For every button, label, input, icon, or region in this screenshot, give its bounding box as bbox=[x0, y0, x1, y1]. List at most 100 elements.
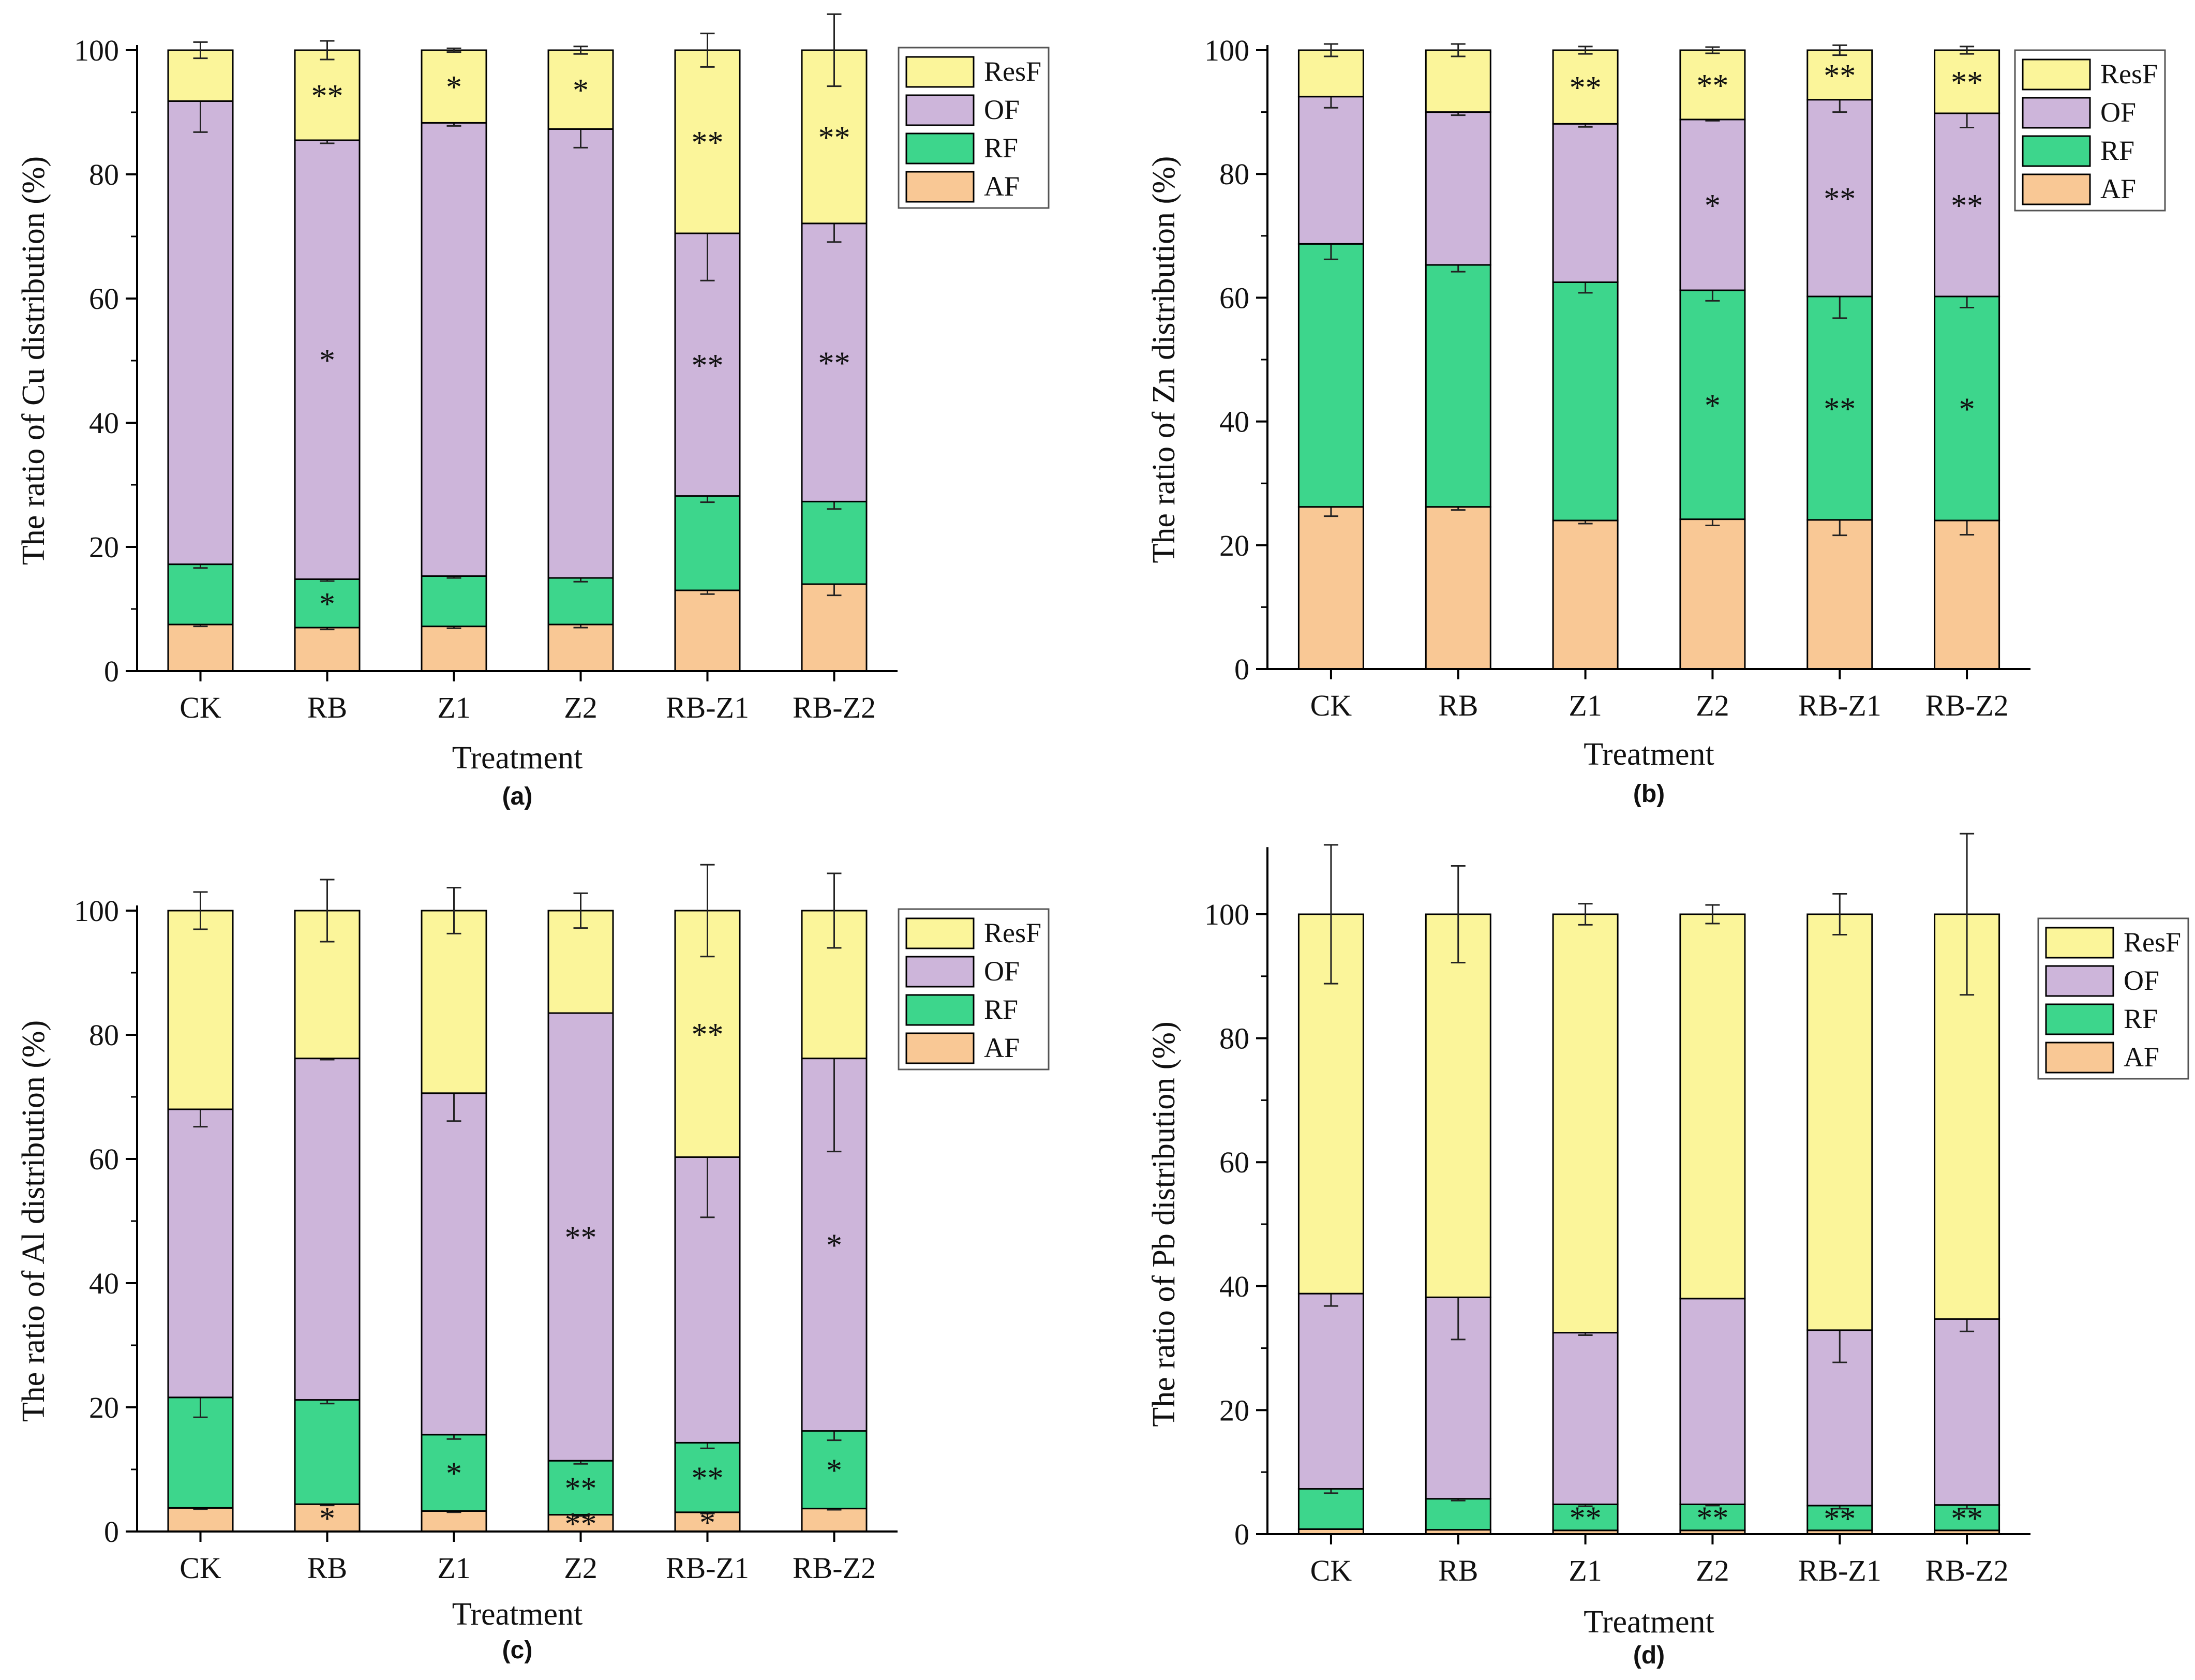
y-tick-label: 80 bbox=[1219, 1022, 1249, 1055]
panel-label: (c) bbox=[502, 1637, 533, 1664]
legend-label-resf: ResF bbox=[984, 56, 1041, 87]
y-tick-label: 60 bbox=[89, 282, 119, 316]
legend-swatch-af bbox=[2045, 1042, 2114, 1074]
significance-mark: * bbox=[319, 343, 335, 378]
significance-mark: ** bbox=[1570, 1501, 1602, 1536]
bar-of-z2 bbox=[547, 1012, 614, 1462]
bar-of-z1 bbox=[1552, 123, 1619, 283]
x-tick-label: CK bbox=[1310, 1554, 1352, 1587]
bar-of-ck bbox=[1297, 1292, 1364, 1490]
bar-rf-z2 bbox=[547, 1460, 614, 1516]
x-tick-label: Z2 bbox=[1696, 1554, 1729, 1587]
bar-af-rb bbox=[294, 627, 361, 672]
significance-mark: * bbox=[1705, 388, 1721, 423]
bar-af-ck bbox=[167, 623, 234, 672]
y-tick-label: 60 bbox=[1219, 281, 1249, 315]
x-tick-label: RB bbox=[307, 691, 347, 724]
bar-af-rb-z1 bbox=[674, 1511, 741, 1533]
y-tick-label: 80 bbox=[89, 158, 119, 191]
bar-of-z1 bbox=[421, 1092, 487, 1436]
y-tick-label: 0 bbox=[1234, 652, 1249, 686]
y-tick-label: 20 bbox=[89, 530, 119, 564]
x-tick-label: RB bbox=[307, 1551, 347, 1585]
bar-rf-rb-z1 bbox=[674, 1441, 741, 1513]
significance-mark: ** bbox=[1570, 70, 1602, 106]
significance-mark: * bbox=[1705, 188, 1721, 224]
bar-rf-z2 bbox=[1679, 1503, 1746, 1532]
legend-swatch-resf bbox=[905, 917, 975, 949]
panel-label: (a) bbox=[502, 783, 533, 810]
significance-mark: ** bbox=[1951, 1501, 1983, 1536]
bar-rf-rb bbox=[1425, 1498, 1491, 1531]
x-tick-label: RB-Z2 bbox=[1925, 689, 2009, 722]
significance-mark: * bbox=[319, 587, 335, 622]
bar-of-z2 bbox=[1679, 118, 1746, 291]
x-tick-label: Z2 bbox=[564, 691, 597, 724]
panel-label: (d) bbox=[1633, 1642, 1665, 1669]
x-tick-label: RB-Z2 bbox=[793, 691, 876, 724]
significance-mark: ** bbox=[1824, 182, 1856, 217]
significance-mark: * bbox=[826, 1228, 842, 1263]
legend-swatch-of bbox=[905, 956, 975, 988]
panel-d-pb: ** ** ** ** 0 20 40 60 80 100 CK RB Z1 Z2 RB-Z1 RB-Z2 Tr… bbox=[1146, 832, 2189, 1669]
legend-swatch-resf bbox=[2045, 927, 2114, 959]
bar-of-rb bbox=[294, 139, 361, 580]
x-tick-label: RB bbox=[1438, 689, 1478, 722]
significance-mark: ** bbox=[311, 79, 344, 114]
significance-mark: ** bbox=[1824, 392, 1856, 427]
bar-af-z2 bbox=[547, 1514, 614, 1533]
y-tick-label: 40 bbox=[1219, 1270, 1249, 1303]
y-tick-label: 0 bbox=[1234, 1518, 1249, 1551]
y-axis-label: The ratio of Zn distribution (%) bbox=[1146, 156, 1182, 563]
x-tick-label: Z2 bbox=[564, 1551, 597, 1585]
legend-swatch-af bbox=[905, 1032, 975, 1064]
x-axis-label: Treatment bbox=[1584, 737, 1714, 772]
x-tick-label: Z2 bbox=[1696, 689, 1729, 722]
legend-label-of: OF bbox=[984, 94, 1020, 125]
legend-label-af: AF bbox=[984, 1032, 1020, 1063]
x-axis-label: Treatment bbox=[1584, 1604, 1714, 1640]
legend-swatch-of bbox=[2022, 97, 2091, 129]
legend-swatch-rf bbox=[905, 994, 975, 1026]
bar-af-rb bbox=[1425, 506, 1491, 670]
bar-resf-rb bbox=[1425, 913, 1491, 1298]
bar-af-rb-z2 bbox=[801, 1508, 868, 1533]
y-tick-label: 80 bbox=[89, 1018, 119, 1052]
y-tick-label: 40 bbox=[1219, 405, 1249, 439]
bar-of-z1 bbox=[1552, 1332, 1619, 1505]
legend-label-resf: ResF bbox=[984, 917, 1041, 948]
significance-mark: * bbox=[573, 73, 589, 108]
bar-of-z2 bbox=[1679, 1298, 1746, 1505]
bar-rf-z1 bbox=[1552, 281, 1619, 522]
y-axis-label: The ratio of Pb distribution (%) bbox=[1146, 1021, 1182, 1426]
bar-resf-rb-z1 bbox=[1806, 913, 1873, 1331]
significance-mark: ** bbox=[692, 1461, 724, 1496]
significance-mark: ** bbox=[692, 125, 724, 160]
significance-mark: ** bbox=[1951, 188, 1983, 224]
bar-resf-rb bbox=[1425, 49, 1491, 113]
panel-label: (b) bbox=[1633, 780, 1665, 808]
significance-mark: ** bbox=[565, 1471, 597, 1506]
legend-label-af: AF bbox=[2100, 173, 2136, 204]
significance-mark: * bbox=[1959, 392, 1975, 427]
legend-label-rf: RF bbox=[984, 132, 1018, 163]
x-tick-label: CK bbox=[1310, 689, 1352, 722]
y-tick-label: 60 bbox=[89, 1142, 119, 1176]
x-tick-label: RB-Z1 bbox=[666, 691, 749, 724]
legend-label-resf: ResF bbox=[2100, 58, 2158, 90]
significance-mark: * bbox=[446, 70, 462, 105]
y-tick-label: 100 bbox=[74, 34, 119, 67]
bar-af-z1 bbox=[421, 1510, 487, 1533]
y-tick-label: 60 bbox=[1219, 1146, 1249, 1179]
x-tick-label: RB bbox=[1438, 1554, 1478, 1587]
bar-af-ck bbox=[167, 1507, 234, 1533]
legend-label-af: AF bbox=[984, 171, 1020, 202]
significance-mark: * bbox=[826, 1453, 842, 1489]
bar-rf-rb bbox=[294, 578, 361, 629]
bar-resf-z1 bbox=[421, 910, 487, 1094]
legend-swatch-resf bbox=[2022, 58, 2091, 91]
bar-af-z2 bbox=[1679, 518, 1746, 670]
y-tick-label: 0 bbox=[104, 655, 119, 688]
bar-resf-rb-z2 bbox=[1934, 49, 2000, 114]
